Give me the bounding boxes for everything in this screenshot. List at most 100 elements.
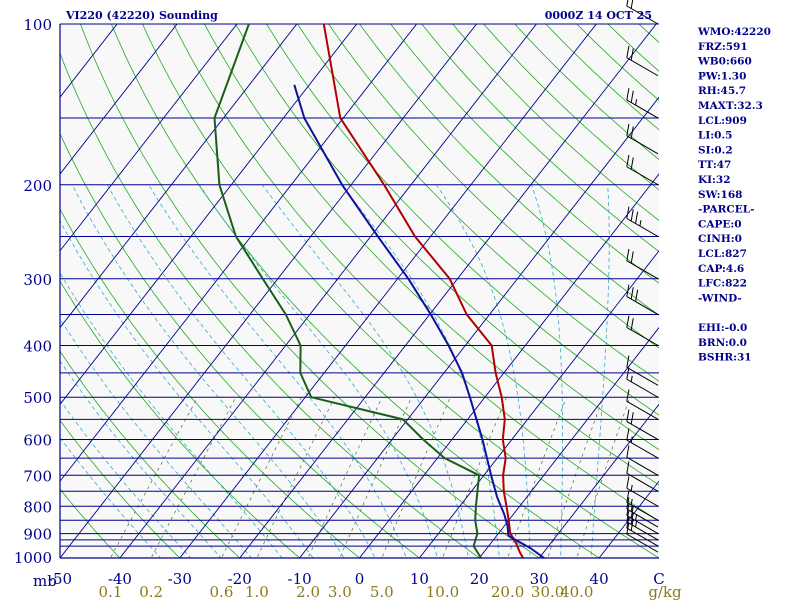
wind-barb xyxy=(626,445,659,476)
sounding-index: SW:168 xyxy=(698,189,742,201)
sounding-index: LCL:909 xyxy=(698,115,747,127)
wind-barb-flag xyxy=(626,45,630,58)
dry-adiabat-line xyxy=(328,24,659,349)
sounding-index: WMO:42220 xyxy=(697,26,771,38)
wind-barb-flag xyxy=(626,284,630,297)
profiles xyxy=(213,24,545,558)
wind-barb xyxy=(626,409,659,440)
wind-barb-staff xyxy=(626,456,659,476)
mixing-ratio-line xyxy=(221,397,302,558)
pressure-tick-label: 400 xyxy=(23,338,52,356)
dry-adiabat-line xyxy=(60,419,181,558)
mixing-ratio-label: 20.0 xyxy=(491,583,524,600)
wind-barb-staff xyxy=(626,515,659,534)
wind-barb-staff xyxy=(626,166,659,186)
wind-barb-flag xyxy=(635,289,639,302)
pressure-tick-label: 100 xyxy=(23,16,52,34)
moist-adiabat-line xyxy=(71,184,345,558)
sounding-datetime: 0000Z 14 OCT 25 xyxy=(545,9,652,22)
wind-barb-flag xyxy=(635,514,638,521)
moist-adiabat-line xyxy=(148,184,407,558)
wind-barb-staff xyxy=(626,533,659,553)
wind-barb-flag xyxy=(626,428,630,441)
sounding-index: CINH:0 xyxy=(698,233,742,245)
mixing-ratio-line xyxy=(381,397,451,558)
moist-adiabat-line xyxy=(531,184,563,558)
moist-adiabats xyxy=(60,184,610,558)
wind-barb-staff xyxy=(626,135,659,155)
dry-adiabat-line xyxy=(60,208,361,558)
wind-barb-flag xyxy=(630,287,634,300)
sounding-index: TT:47 xyxy=(698,159,731,171)
wind-barb xyxy=(626,428,659,459)
wind-barbs xyxy=(626,0,659,553)
sounding-index: -PARCEL- xyxy=(698,204,754,216)
pressure-tick-label: 800 xyxy=(23,498,52,516)
mixing-ratio-label: 5.0 xyxy=(370,583,394,600)
wind-barb-flag xyxy=(635,99,638,106)
wind-barb-staff xyxy=(626,296,659,315)
temperature-tick-label: -40 xyxy=(108,570,132,588)
plot-area xyxy=(60,24,659,558)
station-title: VI220 (42220) Sounding xyxy=(65,9,218,22)
wind-barb-flag xyxy=(626,389,630,402)
wind-barb-flag xyxy=(630,318,634,331)
wind-barb-flag xyxy=(626,355,630,368)
isotherm-line xyxy=(538,403,659,558)
mixing-ratio-line xyxy=(339,397,412,558)
wind-barb-staff xyxy=(626,472,659,492)
mixing-ratio-line xyxy=(547,397,604,558)
wind-barb xyxy=(626,88,659,119)
pressure-tick-label: 600 xyxy=(23,432,52,450)
wind-barb-flag xyxy=(630,48,634,61)
wind-barb-flag xyxy=(626,367,630,380)
mixing-ratio-line xyxy=(307,397,383,558)
sounding-index: -WIND- xyxy=(698,292,742,304)
mixing-ratio-label: 10.0 xyxy=(426,583,459,600)
isotherms xyxy=(60,24,659,558)
isotherm-line xyxy=(60,24,418,482)
wind-barb-staff xyxy=(626,527,659,547)
wind-barb-flag xyxy=(626,490,630,503)
wind-barb-staff xyxy=(626,99,659,119)
dry-adiabat-line xyxy=(421,24,659,253)
wind-barb-staff xyxy=(626,378,659,398)
wind-barb-staff xyxy=(626,521,659,541)
sounding-index: BSHR:31 xyxy=(698,352,752,364)
mixing-ratio-line xyxy=(576,397,631,558)
temperature-tick-label: -20 xyxy=(228,570,252,588)
sounding-index: BRN:0.0 xyxy=(698,337,747,349)
wind-barb-staff xyxy=(626,218,659,237)
wind-barb xyxy=(626,206,659,237)
isotherm-line xyxy=(239,24,657,558)
wind-barb xyxy=(626,284,659,315)
moist-adiabat-line xyxy=(60,399,192,558)
mixing-ratio-label: 0.2 xyxy=(139,583,163,600)
mixing-ratio-label: 2.0 xyxy=(296,583,320,600)
moist-adiabat-line xyxy=(60,436,162,558)
mixing-ratio-line xyxy=(442,397,507,558)
isobars xyxy=(60,23,659,559)
wind-barb xyxy=(626,490,659,521)
temperature-tick-label: -30 xyxy=(168,570,192,588)
sounding-index: LI:0.5 xyxy=(698,130,732,142)
temperature-tick-label: 20 xyxy=(470,570,489,588)
wind-barb-flag xyxy=(626,409,630,422)
sounding-index: LCL:827 xyxy=(698,248,747,260)
wind-barb xyxy=(626,0,659,25)
wind-barb-flag xyxy=(626,123,630,136)
temperature-tick-label: 0 xyxy=(355,570,365,588)
dry-adiabat-line xyxy=(142,24,659,558)
pressure-tick-label: 900 xyxy=(23,526,52,544)
wind-barb-flag xyxy=(630,436,633,443)
isotherm-line xyxy=(478,326,659,558)
wind-barb-flag xyxy=(626,476,630,489)
temperature-tick-label: -10 xyxy=(288,570,312,588)
moist-adiabat-line xyxy=(60,318,252,558)
dry-adiabat-line xyxy=(60,132,421,558)
moist-adiabat-line xyxy=(106,184,376,558)
mixing-ratio-label: 0.6 xyxy=(210,583,234,600)
temperature-tick-label: C xyxy=(653,570,664,588)
wind-barb-flag xyxy=(630,251,634,264)
moist-adiabat-line xyxy=(590,184,610,558)
